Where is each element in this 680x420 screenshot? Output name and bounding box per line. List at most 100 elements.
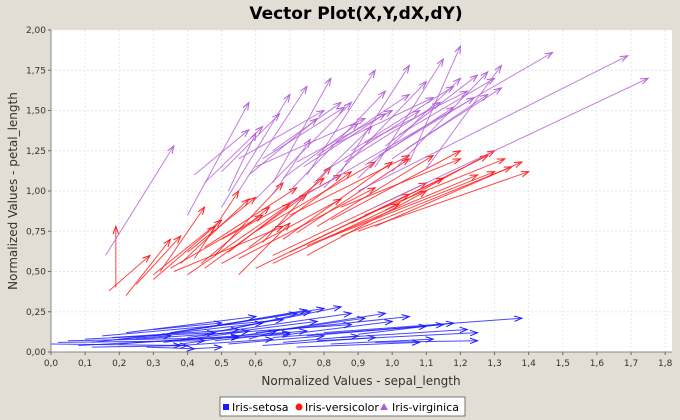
vector-line: [238, 317, 365, 337]
vector-line: [153, 322, 222, 330]
vector-arrowhead: [281, 330, 292, 337]
y-tick-label: 0,75: [26, 227, 46, 237]
vector-arrowhead: [343, 170, 353, 179]
vector-line: [303, 113, 386, 168]
vector-line: [323, 317, 522, 334]
y-tick-label: 1,25: [26, 147, 46, 157]
vector-line: [340, 158, 461, 208]
legend-label: Iris-virginica: [392, 401, 459, 414]
vector-line: [238, 312, 352, 330]
vector-arrowhead: [402, 64, 411, 74]
vector-line: [50, 343, 181, 347]
vector-line: [296, 341, 420, 348]
vector-layer: [50, 44, 650, 352]
y-axis-label: Normalized Values - petal_length: [6, 92, 20, 290]
vector-line: [221, 113, 280, 173]
vector-arrowhead: [466, 96, 476, 105]
x-tick-label: 0,2: [112, 359, 126, 369]
vector-line: [385, 150, 495, 211]
vector-arrowhead: [112, 224, 120, 235]
vector-arrowhead: [514, 315, 524, 322]
vector-line: [228, 177, 325, 253]
vector-arrowhead: [230, 333, 241, 341]
x-tick-label: 1,0: [385, 359, 400, 369]
vector-line: [227, 132, 257, 192]
x-tick-label: 1,4: [522, 359, 537, 369]
vector-line: [289, 90, 386, 192]
vector-arrowhead: [315, 109, 326, 117]
vector-arrowhead: [401, 157, 411, 166]
vector-line: [255, 102, 352, 200]
vector-arrowhead: [452, 150, 462, 158]
vector-line: [272, 203, 400, 264]
vector-line: [350, 85, 454, 152]
vector-line: [340, 328, 468, 339]
vector-arrowhead: [303, 138, 312, 148]
vector-arrowhead: [640, 77, 650, 85]
vector-arrowhead: [179, 342, 189, 349]
vector-arrowhead: [469, 337, 479, 345]
vector-arrowhead: [432, 101, 442, 110]
vector-arrowhead: [480, 70, 489, 80]
vector-line: [221, 94, 291, 208]
vector-arrowhead: [418, 190, 428, 198]
vector-line: [262, 106, 345, 160]
vector-arrowhead: [247, 314, 258, 321]
vector-line: [91, 345, 188, 348]
vector-line: [344, 102, 441, 163]
vector-line: [364, 106, 454, 166]
vector-line: [238, 187, 376, 260]
vector-arrowhead: [247, 196, 257, 205]
vector-arrowhead: [272, 112, 281, 122]
vector-line: [187, 203, 291, 276]
vector-line: [374, 58, 444, 168]
vector-arrowhead: [255, 125, 264, 135]
x-tick-label: 0,0: [44, 359, 59, 369]
vector-arrowhead: [445, 320, 456, 328]
vector-arrowhead: [401, 314, 411, 321]
legend-label: Iris-setosa: [232, 401, 289, 414]
vector-line: [119, 335, 171, 340]
vector-arrowhead: [459, 90, 469, 98]
vector-line: [330, 338, 434, 345]
vector-line: [272, 139, 311, 195]
vector-arrowhead: [445, 85, 455, 93]
vector-line: [374, 161, 523, 227]
vector-arrowhead: [368, 69, 376, 79]
vector-line: [173, 225, 284, 272]
vector-arrowhead: [309, 319, 319, 326]
vector-arrowhead: [300, 85, 308, 95]
vector-arrowhead: [213, 219, 223, 228]
vector-arrowhead: [377, 112, 387, 121]
vector-line: [357, 55, 628, 192]
vector-line: [187, 320, 318, 339]
x-tick-label: 0,8: [317, 359, 332, 369]
vector-line: [323, 171, 495, 240]
vector-arrowhead: [336, 106, 346, 114]
vector-arrowhead: [333, 198, 343, 206]
vector-arrowhead: [356, 117, 367, 125]
vector-arrowhead: [436, 57, 445, 67]
vector-arrowhead: [333, 305, 343, 312]
vector-line: [248, 118, 318, 176]
x-tick-label: 0,9: [351, 359, 366, 369]
vector-arrowhead: [309, 117, 319, 126]
vector-arrowhead: [619, 55, 629, 62]
vector-line: [323, 81, 427, 189]
vector-arrowhead: [459, 326, 469, 334]
vector-line: [200, 206, 270, 264]
legend: Iris-setosa Iris-versicolor Iris-virginica: [219, 396, 466, 417]
vector-line: [105, 145, 175, 256]
vector-line: [135, 235, 182, 285]
vector-arrowhead: [425, 154, 435, 163]
vector-arrowhead: [377, 311, 387, 318]
x-tick-label: 1,2: [453, 359, 467, 369]
vector-arrowhead: [384, 161, 394, 169]
vector-line: [163, 330, 249, 343]
vector-arrowhead: [452, 77, 462, 86]
x-tick-label: 1,3: [487, 359, 501, 369]
vector-arrowhead: [520, 171, 531, 178]
series-iris-setosa: [50, 305, 524, 352]
vector-line: [108, 255, 151, 292]
vector-arrowhead: [333, 101, 343, 110]
